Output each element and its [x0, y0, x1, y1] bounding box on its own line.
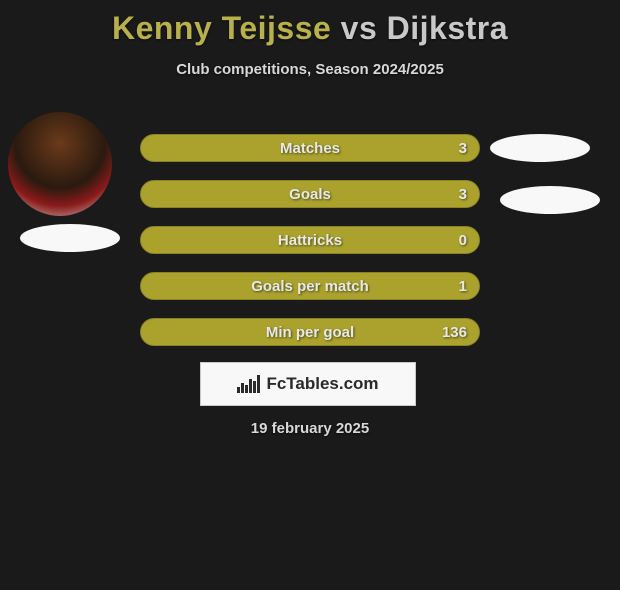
stat-value: 3	[459, 186, 467, 203]
stat-bar: Goals per match 1	[140, 272, 480, 300]
stat-value: 3	[459, 140, 467, 157]
avatar-player1	[8, 112, 112, 216]
title-vs: vs	[341, 10, 378, 46]
stat-value: 0	[459, 232, 467, 249]
stat-bar: Hattricks 0	[140, 226, 480, 254]
page-title: Kenny Teijsse vs Dijkstra	[0, 10, 620, 47]
stat-value: 1	[459, 278, 467, 295]
stat-label: Hattricks	[278, 232, 342, 249]
title-player1: Kenny Teijsse	[112, 10, 331, 46]
title-player2: Dijkstra	[387, 10, 508, 46]
stat-label: Goals per match	[251, 278, 369, 295]
date-text: 19 february 2025	[0, 420, 620, 437]
logo-box: FcTables.com	[200, 362, 416, 406]
stat-bar: Goals 3	[140, 180, 480, 208]
stat-label: Matches	[280, 140, 340, 157]
stat-bars: Matches 3 Goals 3 Hattricks 0 Goals per …	[140, 134, 480, 364]
bar-chart-icon	[237, 375, 260, 393]
stat-label: Min per goal	[266, 324, 354, 341]
stat-bar: Min per goal 136	[140, 318, 480, 346]
stat-label: Goals	[289, 186, 331, 203]
oval-right-2	[500, 186, 600, 214]
stat-bar: Matches 3	[140, 134, 480, 162]
oval-left	[20, 224, 120, 252]
oval-right-1	[490, 134, 590, 162]
stat-value: 136	[442, 324, 467, 341]
subtitle: Club competitions, Season 2024/2025	[0, 61, 620, 78]
logo-text: FcTables.com	[266, 374, 378, 394]
